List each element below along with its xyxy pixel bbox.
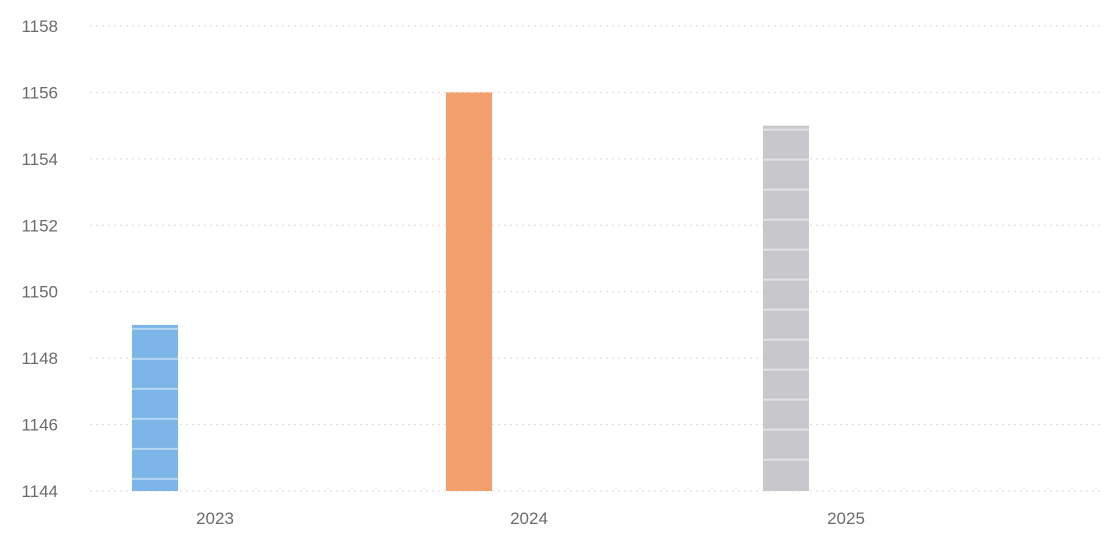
y-tick-label-1152: 1152 [21, 216, 58, 235]
bars [132, 92, 809, 492]
y-tick-label-1148: 1148 [21, 349, 58, 368]
bar-2024 [446, 92, 492, 491]
x-axis: 2023 2024 2025 [196, 509, 865, 528]
y-tick-label-1150: 1150 [21, 283, 58, 302]
y-tick-label-1156: 1156 [21, 83, 58, 102]
bar-rect-2024 [446, 92, 492, 491]
bar-rect-2025 [763, 125, 809, 492]
y-tick-label-1158: 1158 [21, 17, 58, 36]
y-axis: 1144 1146 1148 1150 1152 1154 1156 1158 [21, 17, 58, 501]
y-tick-label-1146: 1146 [21, 416, 58, 435]
y-tick-label-1144: 1144 [21, 482, 58, 501]
gridlines [90, 25, 1100, 492]
bar-2025 [763, 125, 809, 492]
bar-2023 [132, 324, 178, 491]
y-tick-label-1154: 1154 [21, 150, 58, 169]
x-tick-label-2023: 2023 [196, 509, 234, 528]
x-tick-label-2025: 2025 [827, 509, 865, 528]
x-tick-label-2024: 2024 [510, 509, 548, 528]
bar-rect-2023 [132, 324, 178, 491]
